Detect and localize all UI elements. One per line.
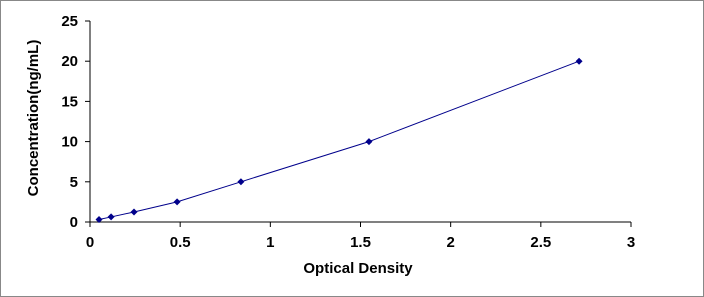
x-tick-label: 1.5 xyxy=(350,234,371,251)
y-tick-label: 10 xyxy=(61,134,78,151)
point xyxy=(237,178,245,186)
y-axis-label: Concentration(ng/mL) xyxy=(25,40,42,197)
x-tick-label: 2 xyxy=(446,234,454,251)
y-tick-label: 25 xyxy=(61,13,78,30)
x-tick-label: 3 xyxy=(627,234,635,251)
x-tick-label: 0.5 xyxy=(170,234,191,251)
y-tick-label: 0 xyxy=(70,214,78,231)
point xyxy=(130,208,138,216)
y-tick-label: 20 xyxy=(61,53,78,70)
x-axis-label: Optical Density xyxy=(303,260,413,277)
x-tick-label: 0 xyxy=(86,234,94,251)
y-tick-label: 15 xyxy=(61,93,78,110)
point xyxy=(107,213,115,221)
x-tick-label: 1 xyxy=(266,234,274,251)
point xyxy=(173,198,181,206)
y-tick-label: 5 xyxy=(70,174,78,191)
point xyxy=(95,216,103,224)
x-tick-label: 2.5 xyxy=(530,234,551,251)
point xyxy=(575,57,583,65)
point xyxy=(365,138,373,146)
